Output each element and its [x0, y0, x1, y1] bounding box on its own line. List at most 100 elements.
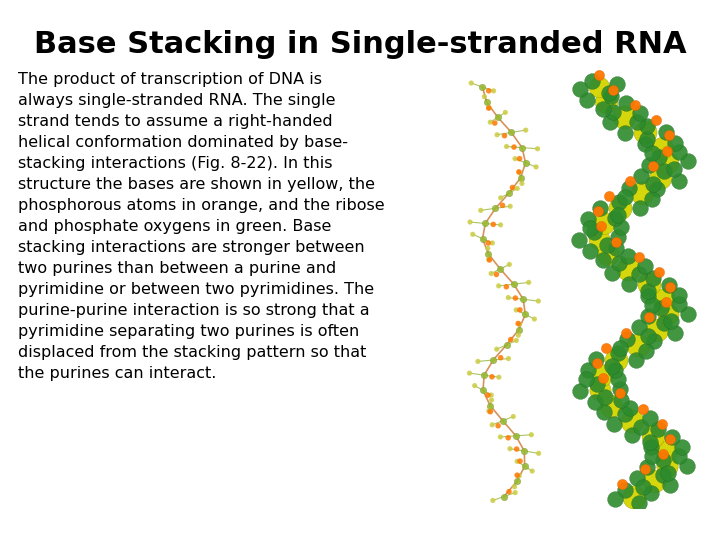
Point: [619, 410, 631, 418]
Point: [651, 184, 662, 193]
Point: [647, 161, 658, 170]
Text: The product of transcription of DNA is
always single-stranded RNA. The single
st: The product of transcription of DNA is a…: [18, 72, 384, 381]
Point: [644, 438, 655, 447]
Point: [662, 310, 673, 319]
Point: [582, 366, 594, 375]
Point: [498, 492, 510, 501]
Point: [592, 380, 603, 388]
Point: [511, 457, 523, 465]
Point: [634, 498, 645, 507]
Point: [657, 471, 668, 480]
Point: [624, 184, 635, 192]
Point: [614, 204, 626, 213]
Point: [610, 366, 621, 375]
Point: [487, 421, 498, 429]
Point: [511, 477, 523, 485]
Point: [647, 180, 659, 188]
Point: [469, 381, 480, 390]
Point: [641, 122, 652, 130]
Point: [628, 492, 639, 501]
Point: [633, 253, 644, 261]
Point: [511, 471, 523, 480]
Point: [483, 255, 495, 264]
Point: [491, 345, 503, 354]
Point: [513, 320, 525, 328]
Point: [658, 319, 670, 328]
Point: [629, 101, 641, 110]
Point: [682, 309, 693, 318]
Point: [610, 214, 621, 222]
Point: [492, 421, 504, 430]
Point: [490, 204, 501, 213]
Point: [637, 404, 649, 413]
Point: [640, 347, 652, 355]
Point: [510, 294, 521, 302]
Point: [649, 477, 660, 485]
Point: [464, 218, 476, 226]
Point: [516, 179, 528, 188]
Point: [635, 172, 647, 180]
Point: [634, 109, 646, 118]
Point: [485, 269, 497, 278]
Point: [516, 143, 528, 152]
Point: [643, 332, 654, 340]
Point: [604, 118, 616, 126]
Point: [478, 371, 490, 380]
Point: [483, 104, 495, 112]
Point: [635, 422, 647, 431]
Point: [660, 298, 671, 307]
Point: [513, 319, 524, 328]
Point: [632, 341, 644, 349]
Point: [497, 416, 508, 425]
Point: [672, 176, 684, 185]
Point: [514, 154, 526, 163]
Point: [581, 96, 593, 104]
Point: [657, 450, 669, 458]
Point: [508, 412, 519, 421]
Point: [614, 384, 626, 393]
Point: [592, 207, 603, 215]
Point: [595, 222, 606, 231]
Point: [526, 430, 537, 439]
Point: [592, 359, 603, 367]
Point: [681, 462, 693, 470]
Point: [654, 268, 665, 276]
Point: [624, 404, 635, 413]
Point: [634, 204, 646, 212]
Point: [495, 220, 506, 229]
Point: [584, 224, 595, 233]
Point: [483, 407, 495, 415]
Point: [481, 98, 492, 106]
Point: [593, 234, 605, 243]
Point: [505, 202, 516, 211]
Point: [464, 369, 475, 377]
Point: [493, 281, 505, 290]
Point: [485, 407, 496, 416]
Point: [642, 135, 653, 144]
Point: [616, 395, 627, 404]
Point: [639, 128, 651, 137]
Point: [589, 228, 600, 237]
Point: [621, 335, 633, 343]
Point: [622, 252, 634, 260]
Point: [486, 396, 498, 404]
Point: [520, 310, 531, 319]
Point: [509, 154, 521, 163]
Point: [465, 79, 477, 87]
Point: [598, 104, 609, 113]
Point: [518, 447, 530, 455]
Point: [615, 222, 626, 231]
Point: [614, 389, 626, 397]
Point: [600, 393, 611, 401]
Point: [593, 70, 605, 79]
Point: [657, 455, 668, 464]
Point: [533, 449, 544, 458]
Point: [472, 357, 484, 366]
Point: [673, 300, 685, 308]
Point: [482, 239, 494, 247]
Point: [606, 91, 617, 100]
Point: [631, 356, 642, 364]
Point: [607, 86, 618, 94]
Point: [667, 433, 678, 442]
Point: [484, 255, 495, 264]
